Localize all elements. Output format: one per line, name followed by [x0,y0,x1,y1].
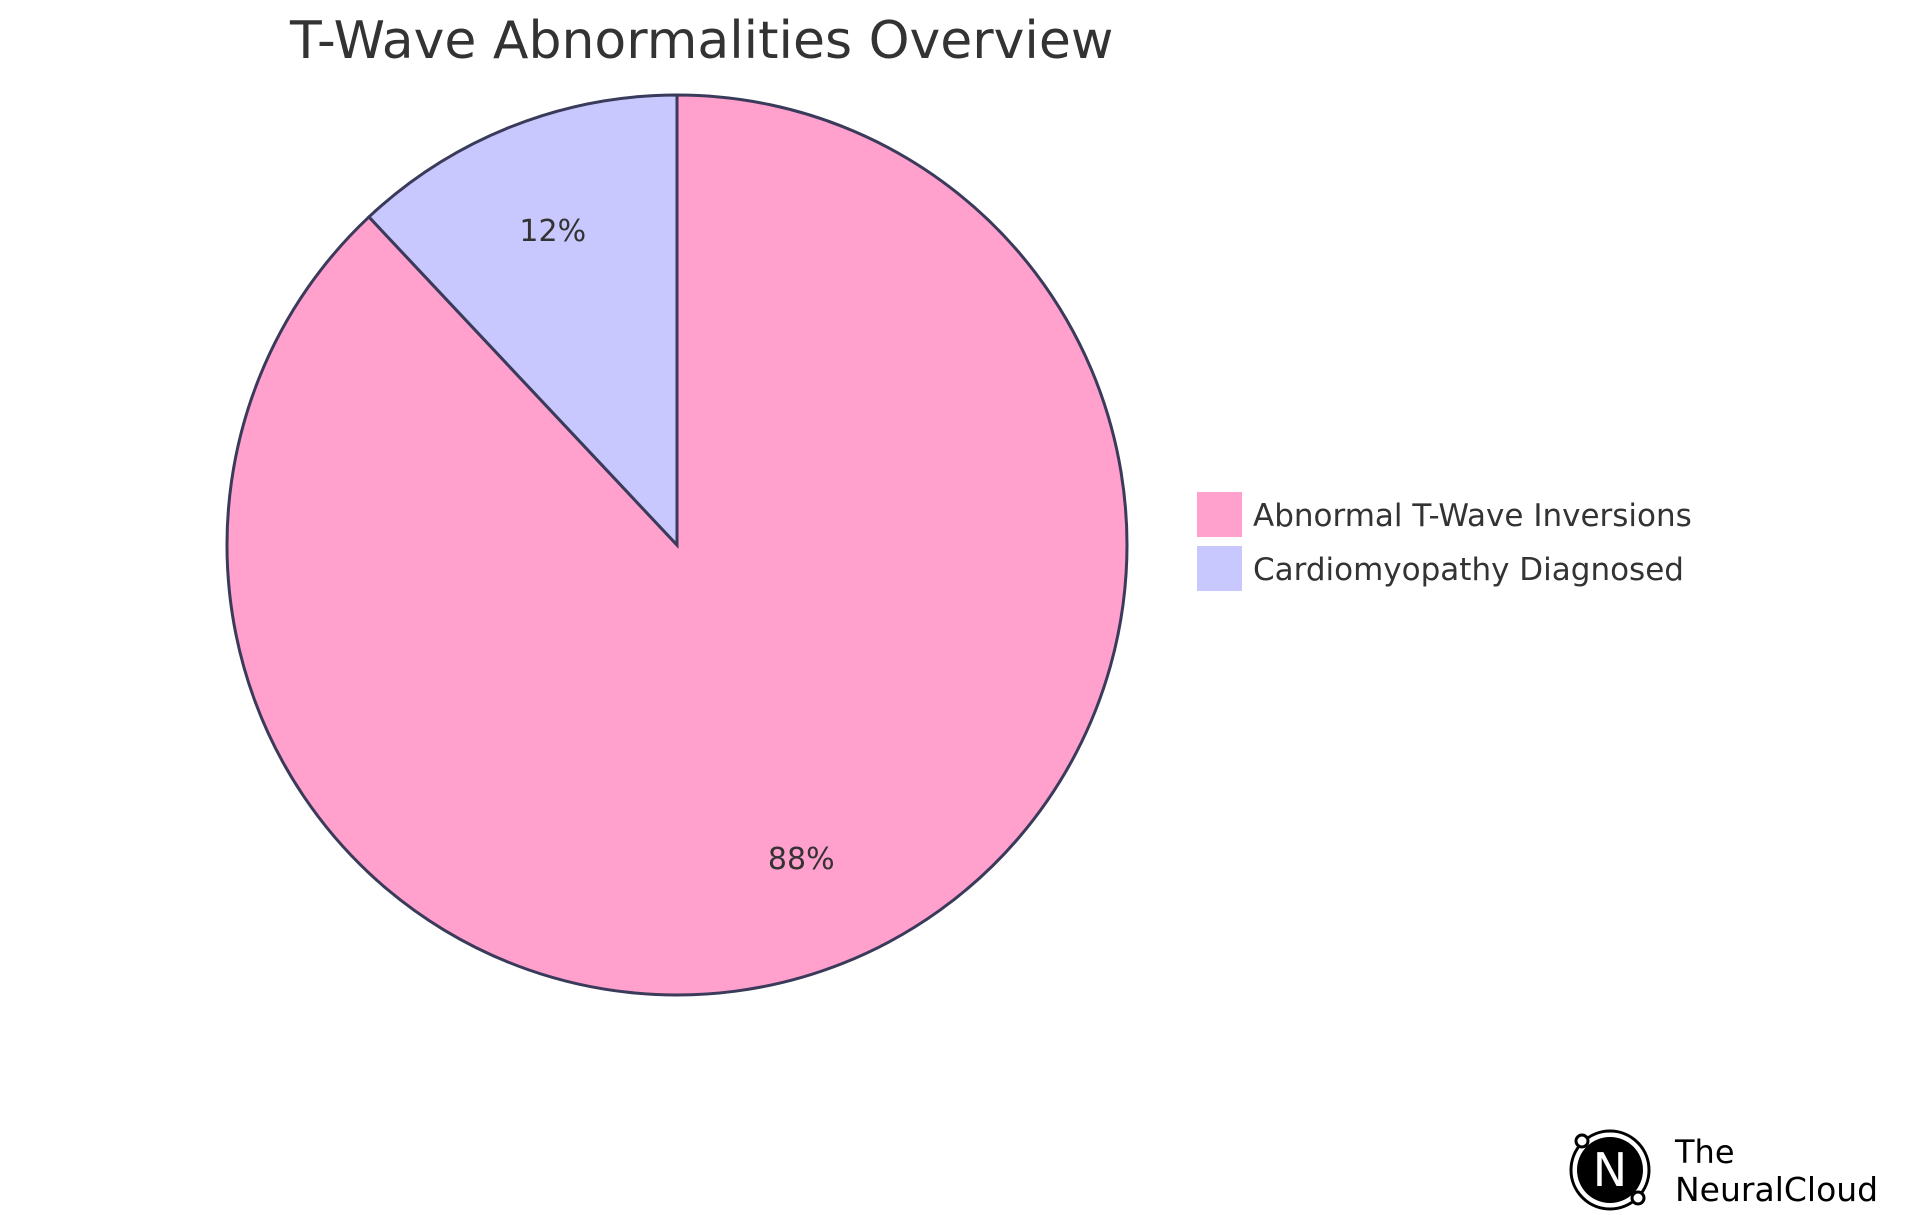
pie-slices [225,93,1129,997]
legend-label-cardiomyopathy-diagnosed: Cardiomyopathy Diagnosed [1253,552,1684,588]
legend-swatch-abnormal-t-wave-inversions [1197,492,1242,537]
pie-slice-cardiomyopathy-diagnosed [366,93,679,549]
legend-label-abnormal-t-wave-inversions: Abnormal T-Wave Inversions [1253,498,1692,534]
slice-label-cardiomyopathy-diagnosed: 12% [519,214,586,249]
logo-the: The [1674,1133,1735,1171]
legend-swatch-cardiomyopathy-diagnosed [1197,546,1242,591]
logo-letter: N [1593,1143,1627,1197]
logo-name: NeuralCloud [1675,1170,1878,1209]
logo-disc [1577,1137,1643,1203]
slice-label-abnormal-t-wave-inversions: 88% [768,842,835,877]
legend: Abnormal T-Wave Inversions Cardiomyopath… [1197,492,1692,591]
logo-node-bottom [1630,1190,1646,1206]
neuralcloud-logo: N The NeuralCloud [1569,1129,1878,1211]
chart-title: T-Wave Abnormalities Overview [289,11,1113,71]
logo-node-top [1574,1133,1590,1149]
pie-slice-labels: 88% 12% [519,214,834,877]
